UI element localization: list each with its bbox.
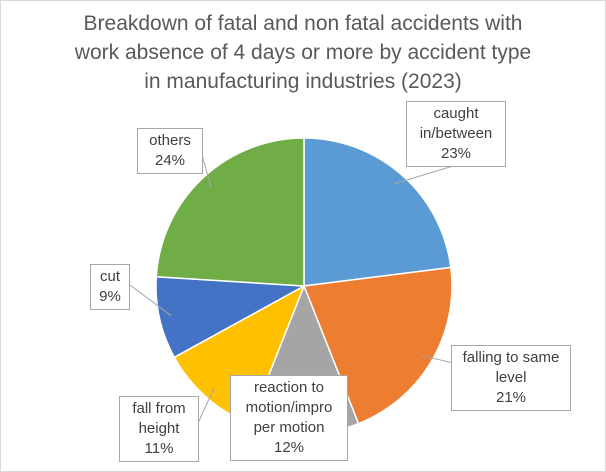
data-label-text: caught	[433, 105, 479, 122]
data-label-text: others	[149, 132, 191, 149]
pie-slice-others	[155, 137, 305, 287]
data-label-value: 11%	[144, 440, 174, 457]
data-label-text: height	[138, 420, 180, 437]
data-label-caught-in-between: caught in/between 23%	[406, 101, 506, 167]
data-label-text: fall from	[132, 400, 186, 417]
data-label-text: in/between	[419, 125, 493, 142]
leader-line-caught-in-between	[393, 165, 454, 185]
data-label-text: motion/impro	[245, 399, 333, 416]
data-label-text: reaction to	[253, 379, 325, 396]
chart-title-line: in manufacturing industries (2023)	[144, 70, 462, 93]
data-label-others: others 24%	[137, 128, 203, 174]
leader-line-fall-from-height	[198, 387, 215, 422]
chart-title-line: Breakdown of fatal and non fatal acciden…	[83, 12, 523, 35]
data-label-value: 9%	[99, 288, 121, 305]
pie-slice-cut	[155, 275, 307, 359]
chart-title: Breakdown of fatal and non fatal acciden…	[1, 9, 605, 96]
data-label-value: 12%	[273, 439, 305, 456]
pie-slice-falling-to-same-level	[302, 266, 453, 425]
data-label-reaction-to-motion: reaction to motion/impro per motion 12%	[230, 375, 348, 461]
data-label-fall-from-height: fall from height 11%	[119, 396, 199, 462]
data-label-value: 21%	[495, 389, 527, 406]
data-label-value: 23%	[440, 145, 472, 162]
data-label-cut: cut 9%	[90, 264, 130, 310]
pie-slice-caught-in-between	[303, 137, 452, 287]
data-label-value: 24%	[154, 152, 186, 169]
leader-line-falling-to-same-level	[421, 354, 454, 364]
data-label-text: per motion	[253, 419, 325, 436]
data-label-text: falling to same	[462, 349, 560, 366]
chart-title-line: work absence of 4 days or more by accide…	[74, 41, 532, 64]
leader-line-cut	[129, 284, 172, 317]
data-label-text: level	[495, 369, 527, 386]
data-label-text: cut	[99, 268, 120, 285]
data-label-falling-to-same-level: falling to same level 21%	[451, 345, 571, 411]
